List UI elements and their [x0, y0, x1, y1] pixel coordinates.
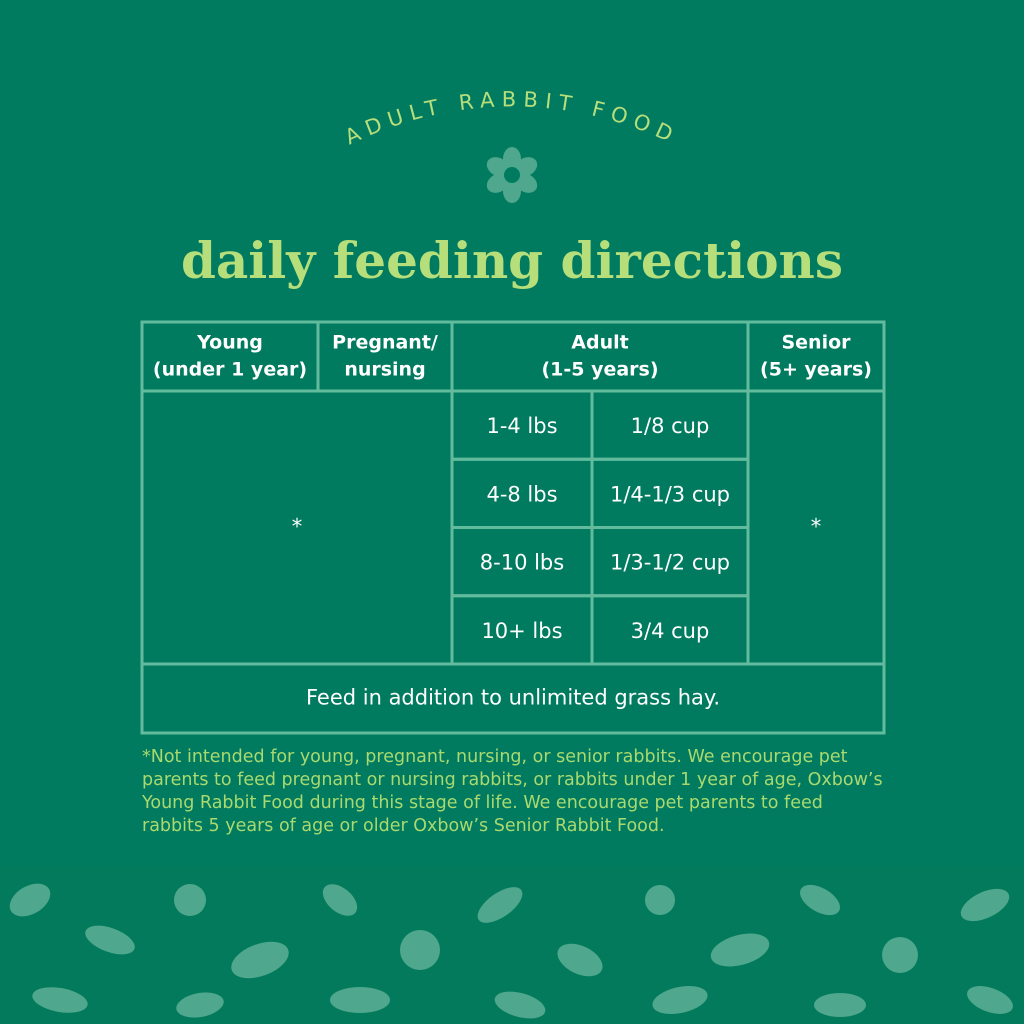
leaf-pattern [9, 883, 1013, 1019]
footnote: *Not intended for young, pregnant, nursi… [142, 747, 883, 836]
header-text: (5+ years) [760, 359, 872, 381]
header-text: Young [196, 332, 263, 354]
header-text: Senior [781, 332, 851, 354]
amount: 1/8 cup [631, 414, 710, 438]
arc-label: ADULT RABBIT FOOD [341, 87, 683, 149]
header-text: nursing [344, 359, 425, 381]
table: Young (under 1 year) Pregnant/nursing Adult… [140, 320, 886, 735]
note-mark: * [811, 515, 822, 539]
table-cell-border [140, 662, 886, 735]
weight: 4-8 lbs [486, 482, 557, 506]
table-footer: Feed in addition to unlimited grass hay. [306, 686, 720, 710]
header-text: (under 1 year) [153, 359, 307, 381]
weight: 1-4 lbs [486, 414, 557, 438]
arc-label-text: ADULT RABBIT FOOD [341, 87, 676, 149]
weight: 8-10 lbs [480, 551, 564, 575]
amount: 3/4 cup [631, 619, 710, 643]
header-text: Pregnant/ [332, 332, 438, 354]
page-title: daily feeding directions [181, 231, 843, 290]
note-mark: * [292, 515, 303, 539]
amount: 1/3-1/2 cup [610, 551, 730, 575]
header-text: (1-5 years) [541, 359, 658, 381]
weight: 10+ lbs [481, 619, 562, 643]
header-text: Adult [571, 332, 628, 354]
flower-icon [486, 147, 538, 203]
amount: 1/4-1/3 cup [610, 482, 730, 506]
